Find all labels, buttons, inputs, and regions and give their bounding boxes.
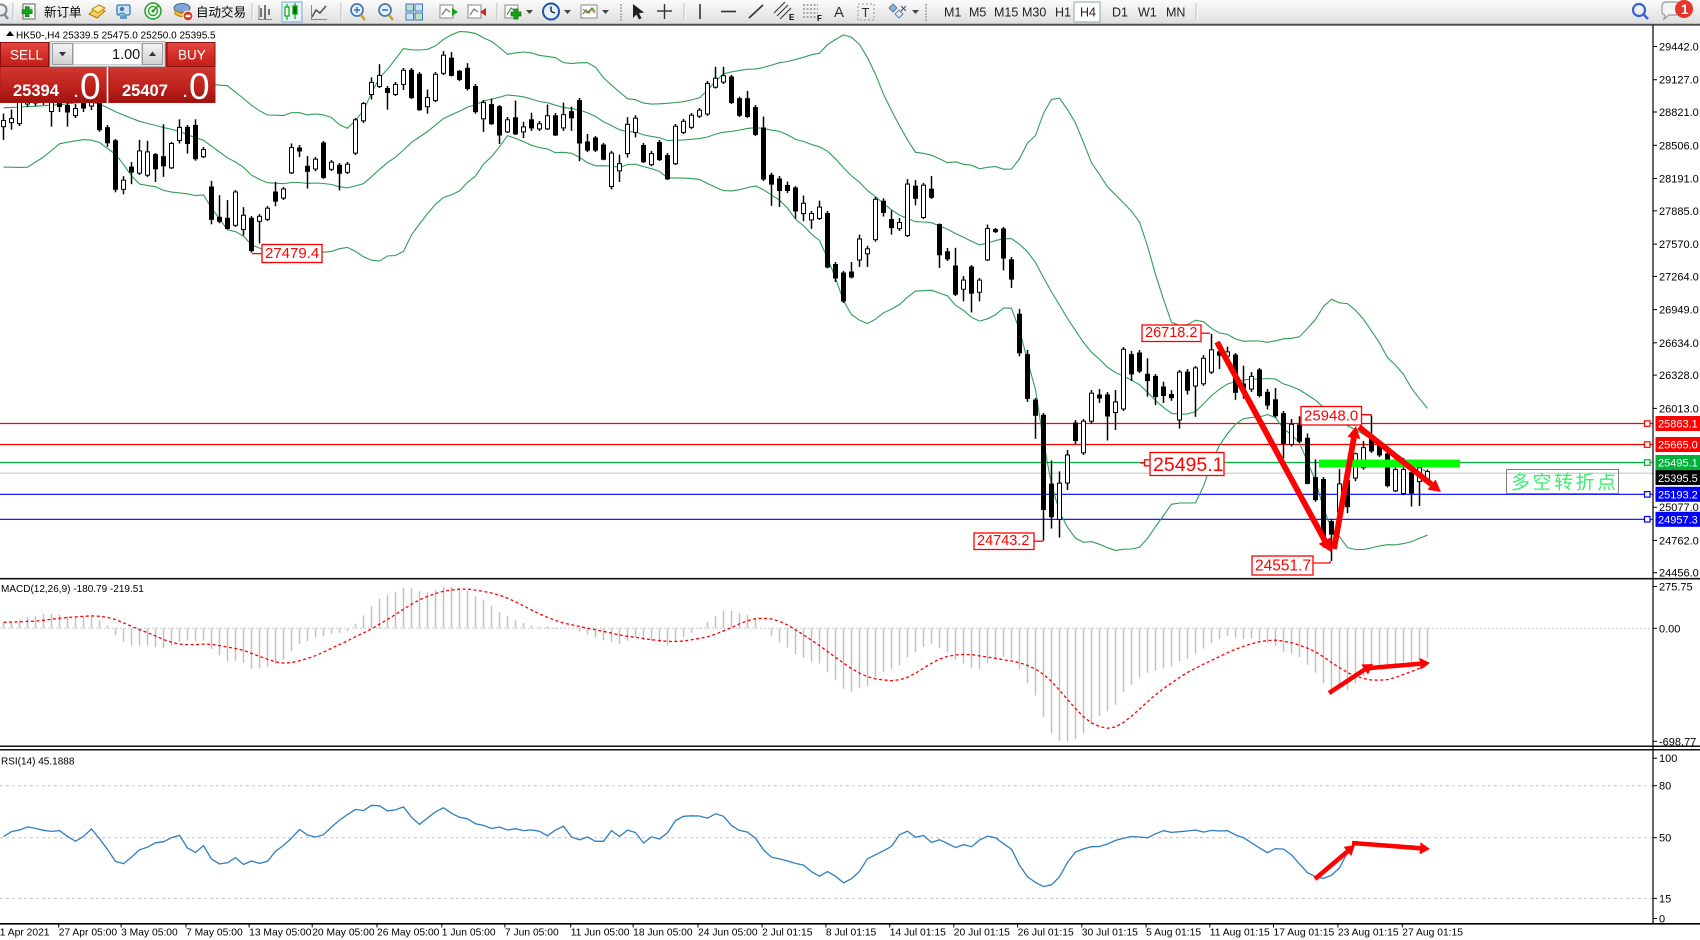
svg-text:100: 100 [1659,753,1677,765]
svg-text:H4: H4 [1080,6,1096,20]
svg-text:0.00: 0.00 [1659,623,1680,635]
svg-text:3 May 05:00: 3 May 05:00 [121,928,178,939]
svg-text:25193.2: 25193.2 [1658,490,1698,502]
svg-text:14 Jul 01:15: 14 Jul 01:15 [890,928,946,939]
svg-text:29442.0: 29442.0 [1659,42,1699,54]
svg-text:25948.0: 25948.0 [1304,408,1358,425]
svg-text:5 Aug 01:15: 5 Aug 01:15 [1146,928,1201,939]
svg-text:29127.0: 29127.0 [1659,75,1699,87]
svg-text:26949.0: 26949.0 [1659,305,1699,317]
svg-text:27479.4: 27479.4 [265,245,319,262]
svg-text:50: 50 [1659,833,1671,845]
svg-text:11 Aug 01:15: 11 Aug 01:15 [1210,928,1270,939]
svg-text:17 Aug 01:15: 17 Aug 01:15 [1274,928,1335,939]
svg-text:F: F [817,14,822,23]
svg-text:0: 0 [80,66,101,107]
svg-text:20 Jul 01:15: 20 Jul 01:15 [954,928,1010,939]
svg-text:24456.0: 24456.0 [1659,568,1699,580]
svg-text:HK50-,H4 25339.5 25475.0 2525: HK50-,H4 25339.5 25475.0 25250.0 25395.5 [16,31,216,42]
svg-text:0: 0 [189,66,210,107]
svg-text:M1: M1 [944,6,961,20]
svg-text:多空转折点: 多空转折点 [1511,472,1619,494]
svg-text:7 Jun 05:00: 7 Jun 05:00 [505,928,559,939]
svg-text:M15: M15 [994,6,1018,20]
svg-text:24 Jun 05:00: 24 Jun 05:00 [698,928,758,939]
svg-text:25863.1: 25863.1 [1658,419,1698,431]
svg-text:28191.0: 28191.0 [1659,174,1699,186]
svg-text:M30: M30 [1022,6,1046,20]
svg-text:25495.1: 25495.1 [1658,458,1698,470]
svg-text:28821.0: 28821.0 [1659,107,1699,119]
svg-text:25407: 25407 [122,82,168,100]
svg-text:27 Aug 01:15: 27 Aug 01:15 [1402,928,1463,939]
svg-text:20 May 05:00: 20 May 05:00 [312,928,375,939]
svg-text:27 Apr 05:00: 27 Apr 05:00 [59,928,118,939]
svg-text:26718.2: 26718.2 [1145,325,1197,341]
svg-text:24551.7: 24551.7 [1255,558,1311,575]
svg-text:W1: W1 [1138,6,1157,20]
svg-text:8 Jul 01:15: 8 Jul 01:15 [826,928,877,939]
svg-text:7 May 05:00: 7 May 05:00 [186,928,243,939]
svg-text:D1: D1 [1112,6,1128,20]
svg-text:30 Jul 01:15: 30 Jul 01:15 [1082,928,1138,939]
svg-text:BUY: BUY [178,48,206,63]
svg-text:26013.0: 26013.0 [1659,403,1699,415]
svg-text:M5: M5 [969,6,986,20]
svg-text:27264.0: 27264.0 [1659,271,1699,283]
svg-text:MN: MN [1166,6,1185,20]
svg-text:0: 0 [1659,914,1665,926]
svg-text:18 Jun 05:00: 18 Jun 05:00 [633,928,693,939]
svg-text:.: . [74,84,78,101]
svg-text:80: 80 [1659,781,1671,793]
svg-text:-698.77: -698.77 [1659,736,1696,748]
svg-text:24957.3: 24957.3 [1658,515,1698,527]
svg-text:24762.0: 24762.0 [1659,535,1699,547]
svg-text:275.75: 275.75 [1659,582,1693,594]
svg-text:25665.0: 25665.0 [1658,440,1698,452]
svg-text:1 Jun 05:00: 1 Jun 05:00 [442,928,496,939]
svg-text:.: . [183,84,187,101]
svg-text:21 Apr 2021: 21 Apr 2021 [0,928,50,939]
svg-text:T: T [862,5,870,20]
svg-text:24743.2: 24743.2 [977,533,1029,549]
svg-text:15: 15 [1659,893,1671,905]
svg-text:RSI(14) 45.1888: RSI(14) 45.1888 [1,757,75,768]
svg-text:25394: 25394 [13,82,60,100]
svg-text:E: E [789,13,795,22]
svg-text:1: 1 [1681,2,1689,17]
svg-text:25395.5: 25395.5 [1658,473,1698,485]
svg-text:28506.0: 28506.0 [1659,140,1699,152]
svg-text:25077.0: 25077.0 [1659,502,1699,514]
svg-text:26 Jul 01:15: 26 Jul 01:15 [1018,928,1074,939]
svg-text:2 Jul 01:15: 2 Jul 01:15 [762,928,813,939]
svg-text:26328.0: 26328.0 [1659,370,1699,382]
svg-text:新订单: 新订单 [44,5,82,20]
svg-text:A: A [834,4,844,21]
svg-text:MACD(12,26,9) -180.79 -219.51: MACD(12,26,9) -180.79 -219.51 [1,584,144,595]
svg-text:27570.0: 27570.0 [1659,239,1699,251]
svg-text:23 Aug 01:15: 23 Aug 01:15 [1338,928,1399,939]
svg-text:1.00: 1.00 [112,47,140,63]
svg-text:SELL: SELL [10,48,44,63]
svg-text:26634.0: 26634.0 [1659,338,1699,350]
svg-text:H1: H1 [1055,6,1071,20]
svg-text:11 Jun 05:00: 11 Jun 05:00 [571,928,630,939]
svg-text:27885.0: 27885.0 [1659,206,1699,218]
svg-text:25495.1: 25495.1 [1153,454,1224,476]
svg-text:26 May 05:00: 26 May 05:00 [377,928,440,939]
svg-text:自动交易: 自动交易 [196,5,246,20]
svg-text:13 May 05:00: 13 May 05:00 [249,928,312,939]
